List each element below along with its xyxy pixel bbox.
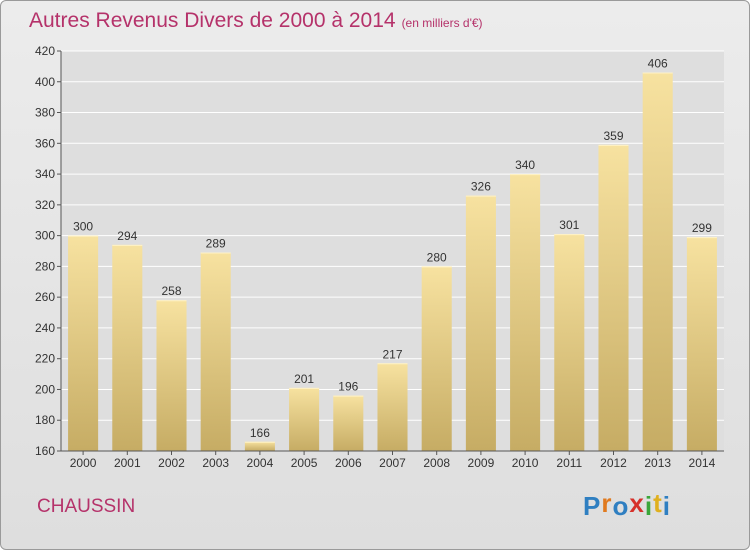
bar-2013	[642, 72, 673, 452]
y-tick-label: 180	[35, 413, 55, 427]
y-tick-label: 380	[35, 106, 55, 120]
bar-2010	[510, 174, 541, 452]
x-tick-label: 2014	[689, 456, 716, 470]
bar-2008	[421, 266, 452, 451]
logo-letter: r	[601, 488, 613, 518]
logo-letter: x	[629, 488, 645, 518]
data-label: 280	[427, 250, 447, 264]
bar-2007	[377, 363, 408, 451]
data-label: 201	[294, 372, 314, 386]
x-tick-label: 2013	[644, 456, 671, 470]
data-label: 289	[206, 237, 226, 251]
proxiti-logo: Proxiti	[583, 488, 671, 522]
y-tick-label: 340	[35, 167, 55, 181]
data-label: 258	[161, 284, 181, 298]
bar-2009	[465, 195, 496, 451]
logo-letter: i	[644, 491, 654, 521]
logo-letter: t	[653, 488, 663, 518]
x-tick-label: 2008	[423, 456, 450, 470]
bar-2001	[112, 244, 143, 451]
y-tick-label: 360	[35, 136, 55, 150]
bar-2006	[333, 395, 364, 451]
logo-letter: i	[662, 491, 671, 521]
data-label: 294	[117, 229, 137, 243]
data-label: 166	[250, 426, 270, 440]
x-tick-labels: 2000 2001 2002 2003 2004 2005 2006 2007 2008 2009…	[70, 451, 716, 470]
x-tick-label: 2001	[114, 456, 141, 470]
x-tick-label: 2006	[335, 456, 362, 470]
y-tick-label: 220	[35, 352, 55, 366]
chart-subtitle: (en milliers d'€)	[401, 16, 483, 30]
data-label: 406	[648, 57, 668, 71]
bar-2000	[68, 235, 99, 451]
x-tick-label: 2000	[70, 456, 97, 470]
bar-2005	[289, 387, 320, 451]
y-tick-label: 320	[35, 198, 55, 212]
x-tick-label: 2003	[202, 456, 229, 470]
bar-2004	[244, 441, 275, 451]
x-tick-label: 2007	[379, 456, 406, 470]
y-tick-label: 420	[35, 44, 55, 58]
x-tick-label: 2002	[158, 456, 185, 470]
logo-letter: o	[612, 491, 630, 521]
place-name: CHAUSSIN	[37, 496, 136, 517]
data-label: 217	[382, 347, 402, 361]
chart-title: Autres Revenus Divers de 2000 à 2014 (en …	[29, 9, 483, 33]
bar-2003	[200, 252, 231, 451]
bar-2012	[598, 144, 629, 451]
bars	[68, 72, 717, 452]
data-label: 301	[559, 218, 579, 232]
data-label: 299	[692, 221, 712, 235]
y-tick-label: 160	[35, 444, 55, 458]
x-tick-label: 2010	[512, 456, 539, 470]
bar-2014	[686, 237, 717, 451]
bar-2002	[156, 300, 187, 451]
chart-title-text: Autres Revenus Divers de 2000 à 2014	[29, 9, 396, 32]
y-tick-label: 400	[35, 75, 55, 89]
data-label: 300	[73, 220, 93, 234]
bar-2011	[554, 234, 585, 451]
logo-letter: P	[583, 491, 602, 521]
x-tick-label: 2005	[291, 456, 318, 470]
x-tick-label: 2009	[468, 456, 495, 470]
y-tick-label: 200	[35, 382, 55, 396]
data-labels: 300 294 258 289 166 201 196 217 280 326 340 301 359 4…	[73, 57, 712, 440]
data-label: 196	[338, 380, 358, 394]
x-tick-label: 2012	[600, 456, 627, 470]
x-tick-label: 2004	[247, 456, 274, 470]
data-label: 359	[603, 129, 623, 143]
y-tick-label: 260	[35, 290, 55, 304]
x-tick-label: 2011	[556, 456, 582, 470]
data-label: 340	[515, 158, 535, 172]
y-tick-label: 300	[35, 229, 55, 243]
y-tick-label: 240	[35, 321, 55, 335]
data-label: 326	[471, 180, 491, 194]
y-tick-labels: 160 180 200 220 240 260 280 300 320 340 360 380 400 4…	[35, 44, 61, 458]
y-tick-label: 280	[35, 259, 55, 273]
